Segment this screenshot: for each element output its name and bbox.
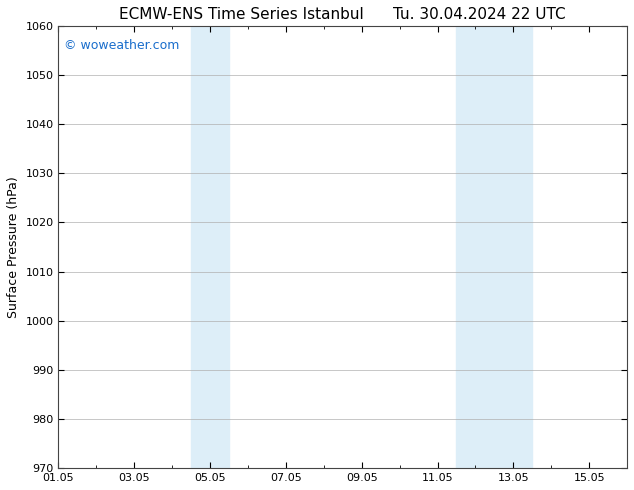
Text: © woweather.com: © woweather.com: [64, 39, 179, 52]
Bar: [456, 26, 533, 468]
Y-axis label: Surface Pressure (hPa): Surface Pressure (hPa): [7, 176, 20, 318]
Bar: [191, 26, 229, 468]
Title: ECMW-ENS Time Series Istanbul      Tu. 30.04.2024 22 UTC: ECMW-ENS Time Series Istanbul Tu. 30.04.…: [119, 7, 566, 22]
